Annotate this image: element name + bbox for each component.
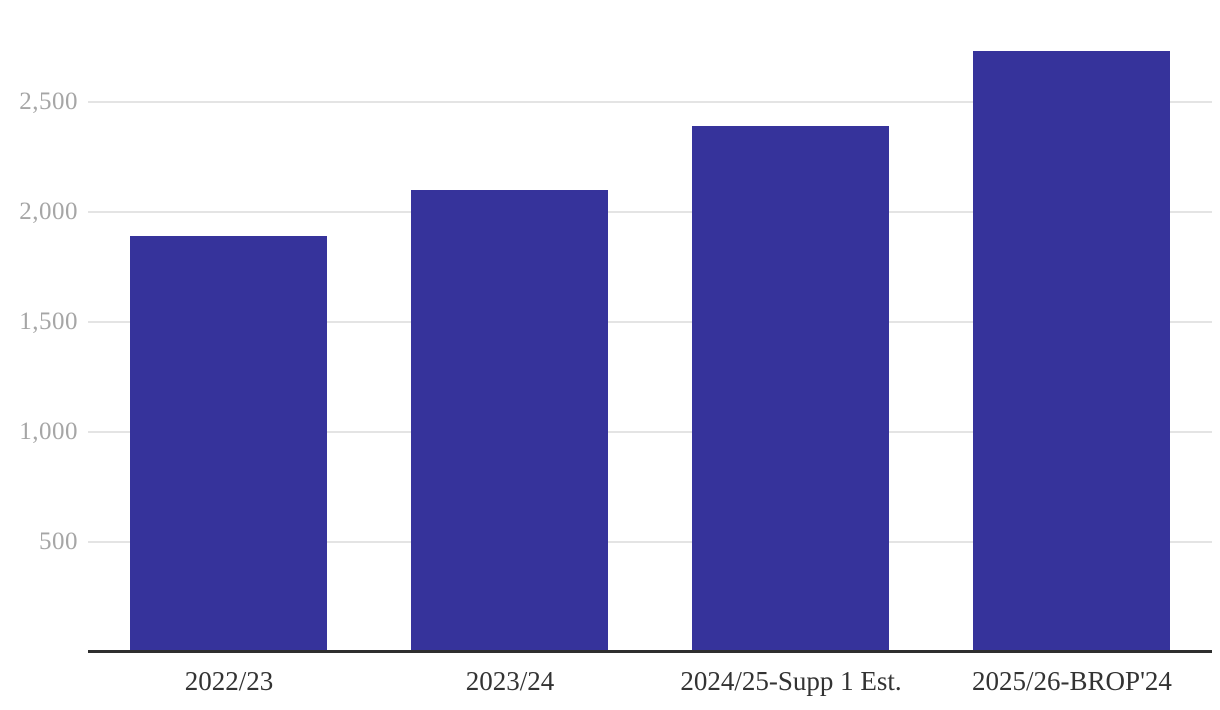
- bar-2025/26-BROP'24[interactable]: [973, 51, 1170, 652]
- x-tick-label: 2023/24: [465, 666, 555, 696]
- y-tick-label: 1,000: [19, 418, 78, 445]
- y-tick-label: 2,500: [19, 88, 78, 115]
- bar-2022/23[interactable]: [130, 236, 327, 652]
- bar-2023/24[interactable]: [411, 190, 608, 652]
- gridline: [88, 321, 1212, 323]
- y-tick-label: 2,000: [19, 198, 78, 225]
- gridline: [88, 211, 1212, 213]
- y-tick-label: 1,500: [19, 308, 78, 335]
- x-tick-label: 2022/23: [184, 666, 274, 696]
- x-tick-label: 2024/25-Supp 1 Est.: [680, 666, 902, 696]
- gridline: [88, 541, 1212, 543]
- y-tick-label: 500: [39, 528, 78, 555]
- x-tick-label: 2025/26-BROP'24: [972, 666, 1172, 696]
- gridline: [88, 101, 1212, 103]
- bar-2024/25-Supp 1 Est.[interactable]: [692, 126, 889, 652]
- x-axis-line: [88, 650, 1212, 653]
- gridline: [88, 431, 1212, 433]
